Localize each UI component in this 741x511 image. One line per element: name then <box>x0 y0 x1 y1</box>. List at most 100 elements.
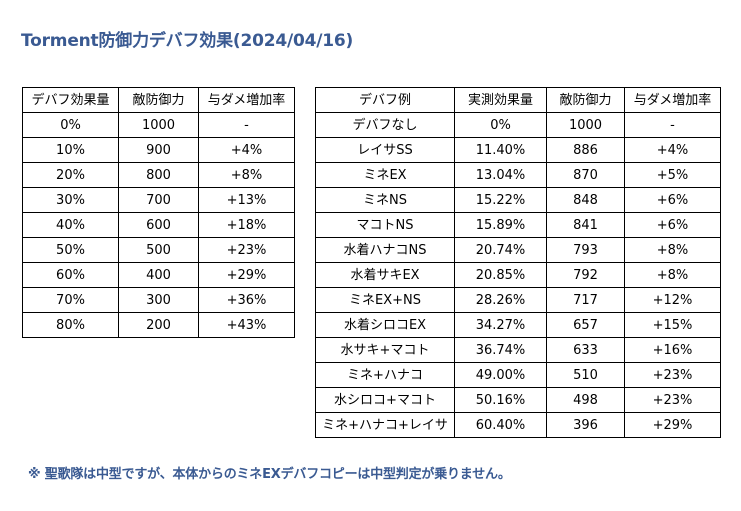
cell-debuff-example: ミネ+ハナコ <box>315 362 455 388</box>
cell-enemy-defense: 510 <box>546 362 625 388</box>
cell-debuff-amount: 40% <box>22 212 119 238</box>
cell-debuff-example: ミネ+ハナコ+レイサ <box>315 412 455 438</box>
cell-measured-amount: 20.74% <box>454 237 547 263</box>
table-row: マコトNS 15.89% 841 +6% <box>315 212 721 238</box>
cell-damage-increase: +29% <box>198 262 295 288</box>
table-row: 水着ハナコNS 20.74% 793 +8% <box>315 237 721 263</box>
cell-enemy-defense: 200 <box>118 312 199 338</box>
cell-debuff-example: マコトNS <box>315 212 455 238</box>
cell-debuff-example: レイサSS <box>315 137 455 163</box>
debuff-examples-table: デバフ例 実測効果量 敵防御力 与ダメ増加率 デバフなし 0% 1000 - レ… <box>315 87 721 438</box>
table-row: 20% 800 +8% <box>22 162 295 188</box>
cell-enemy-defense: 700 <box>118 187 199 213</box>
cell-damage-increase: +23% <box>624 387 721 413</box>
cell-debuff-amount: 20% <box>22 162 119 188</box>
table-row: レイサSS 11.40% 886 +4% <box>315 137 721 163</box>
cell-damage-increase: +4% <box>198 137 295 163</box>
cell-debuff-amount: 60% <box>22 262 119 288</box>
cell-damage-increase: - <box>198 112 295 138</box>
cell-measured-amount: 11.40% <box>454 137 547 163</box>
page-title: Torment防御力デバフ効果(2024/04/16) <box>21 31 354 51</box>
cell-measured-amount: 36.74% <box>454 337 547 363</box>
cell-enemy-defense: 886 <box>546 137 625 163</box>
cell-debuff-amount: 30% <box>22 187 119 213</box>
cell-enemy-defense: 1000 <box>546 112 625 138</box>
header-debuff-example: デバフ例 <box>315 87 455 113</box>
table-row: 70% 300 +36% <box>22 287 295 313</box>
table-row: ミネEX+NS 28.26% 717 +12% <box>315 287 721 313</box>
cell-damage-increase: +4% <box>624 137 721 163</box>
cell-measured-amount: 0% <box>454 112 547 138</box>
header-measured-amount: 実測効果量 <box>454 87 547 113</box>
cell-damage-increase: +18% <box>198 212 295 238</box>
cell-measured-amount: 60.40% <box>454 412 547 438</box>
table-row: ミネEX 13.04% 870 +5% <box>315 162 721 188</box>
cell-damage-increase: +13% <box>198 187 295 213</box>
cell-damage-increase: +8% <box>624 262 721 288</box>
cell-debuff-example: 水着シロコEX <box>315 312 455 338</box>
table-row: 水シロコ+マコト 50.16% 498 +23% <box>315 387 721 413</box>
cell-debuff-amount: 0% <box>22 112 119 138</box>
cell-measured-amount: 28.26% <box>454 287 547 313</box>
cell-enemy-defense: 633 <box>546 337 625 363</box>
cell-enemy-defense: 841 <box>546 212 625 238</box>
cell-damage-increase: +23% <box>198 237 295 263</box>
table-row: 40% 600 +18% <box>22 212 295 238</box>
debuff-effect-table: デバフ効果量 敵防御力 与ダメ増加率 0% 1000 - 10% 900 +4%… <box>22 87 295 338</box>
cell-damage-increase: +29% <box>624 412 721 438</box>
table-row: 30% 700 +13% <box>22 187 295 213</box>
cell-enemy-defense: 793 <box>546 237 625 263</box>
cell-enemy-defense: 900 <box>118 137 199 163</box>
table-row: ミネ+ハナコ+レイサ 60.40% 396 +29% <box>315 412 721 438</box>
table-header-row: デバフ効果量 敵防御力 与ダメ増加率 <box>22 87 295 113</box>
cell-enemy-defense: 396 <box>546 412 625 438</box>
cell-enemy-defense: 498 <box>546 387 625 413</box>
cell-enemy-defense: 1000 <box>118 112 199 138</box>
table-row: 80% 200 +43% <box>22 312 295 338</box>
cell-enemy-defense: 848 <box>546 187 625 213</box>
header-debuff-amount: デバフ効果量 <box>22 87 119 113</box>
table-header-row: デバフ例 実測効果量 敵防御力 与ダメ増加率 <box>315 87 721 113</box>
cell-debuff-example: デバフなし <box>315 112 455 138</box>
cell-damage-increase: - <box>624 112 721 138</box>
header-enemy-defense: 敵防御力 <box>546 87 625 113</box>
cell-debuff-example: 水シロコ+マコト <box>315 387 455 413</box>
cell-debuff-example: 水着サキEX <box>315 262 455 288</box>
table-row: 0% 1000 - <box>22 112 295 138</box>
table-row: ミネNS 15.22% 848 +6% <box>315 187 721 213</box>
cell-damage-increase: +6% <box>624 212 721 238</box>
cell-debuff-example: 水着ハナコNS <box>315 237 455 263</box>
cell-damage-increase: +36% <box>198 287 295 313</box>
cell-enemy-defense: 500 <box>118 237 199 263</box>
cell-damage-increase: +15% <box>624 312 721 338</box>
cell-debuff-amount: 10% <box>22 137 119 163</box>
cell-enemy-defense: 657 <box>546 312 625 338</box>
cell-damage-increase: +43% <box>198 312 295 338</box>
cell-damage-increase: +6% <box>624 187 721 213</box>
cell-enemy-defense: 600 <box>118 212 199 238</box>
cell-enemy-defense: 400 <box>118 262 199 288</box>
table-row: 50% 500 +23% <box>22 237 295 263</box>
cell-enemy-defense: 870 <box>546 162 625 188</box>
cell-measured-amount: 20.85% <box>454 262 547 288</box>
header-enemy-defense: 敵防御力 <box>118 87 199 113</box>
cell-enemy-defense: 800 <box>118 162 199 188</box>
cell-enemy-defense: 300 <box>118 287 199 313</box>
cell-damage-increase: +5% <box>624 162 721 188</box>
cell-debuff-amount: 70% <box>22 287 119 313</box>
cell-debuff-amount: 80% <box>22 312 119 338</box>
cell-measured-amount: 34.27% <box>454 312 547 338</box>
footnote: ※ 聖歌隊は中型ですが、本体からのミネEXデバフコピーは中型判定が乗りません。 <box>28 467 511 482</box>
table-row: 水着サキEX 20.85% 792 +8% <box>315 262 721 288</box>
cell-measured-amount: 15.89% <box>454 212 547 238</box>
table-row: デバフなし 0% 1000 - <box>315 112 721 138</box>
table-row: 水サキ+マコト 36.74% 633 +16% <box>315 337 721 363</box>
header-damage-increase: 与ダメ増加率 <box>198 87 295 113</box>
cell-damage-increase: +23% <box>624 362 721 388</box>
cell-measured-amount: 50.16% <box>454 387 547 413</box>
cell-measured-amount: 13.04% <box>454 162 547 188</box>
cell-debuff-example: 水サキ+マコト <box>315 337 455 363</box>
cell-debuff-example: ミネEX+NS <box>315 287 455 313</box>
table-row: ミネ+ハナコ 49.00% 510 +23% <box>315 362 721 388</box>
cell-enemy-defense: 792 <box>546 262 625 288</box>
